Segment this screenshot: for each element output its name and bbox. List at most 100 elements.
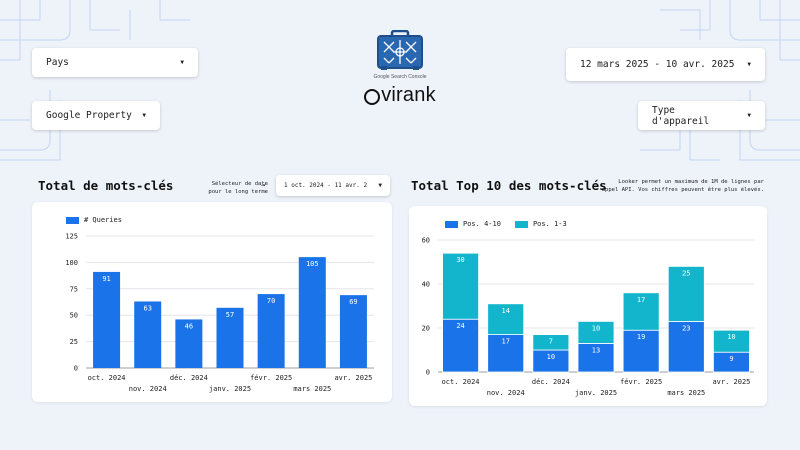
bar[interactable] xyxy=(532,334,570,351)
chevron-down-icon: ▼ xyxy=(747,112,751,119)
date-hint-line-2: pour le long terme xyxy=(208,189,268,195)
bar[interactable] xyxy=(339,295,367,368)
bar[interactable] xyxy=(93,271,121,368)
x-tick-label: janv. 2025 xyxy=(209,385,251,393)
bar[interactable] xyxy=(667,266,705,322)
long-term-date-label: 1 oct. 2024 - 11 avr. 2 xyxy=(284,182,368,189)
legend-label: Pos. 4-10 xyxy=(463,220,501,228)
briefcase-icon xyxy=(377,30,423,70)
x-tick-label: déc. 2024 xyxy=(532,378,570,386)
bar[interactable] xyxy=(622,292,660,331)
y-tick-label: 0 xyxy=(74,365,78,373)
bar[interactable] xyxy=(134,301,162,368)
data-label: 70 xyxy=(267,297,275,305)
date-range-label: 12 mars 2025 - 10 avr. 2025 xyxy=(580,59,735,70)
chevron-down-icon: ▼ xyxy=(180,59,184,66)
chevron-down-icon: ▼ xyxy=(747,61,751,68)
legend-swatch xyxy=(66,216,79,224)
x-tick-label: oct. 2024 xyxy=(442,378,480,386)
device-type-dropdown[interactable]: Type d'appareil ▼ xyxy=(638,101,765,130)
y-tick-label: 125 xyxy=(65,233,78,241)
x-tick-label: janv. 2025 xyxy=(575,389,617,397)
data-label: 23 xyxy=(682,324,690,332)
x-tick-label: oct. 2024 xyxy=(88,374,126,382)
data-label: 30 xyxy=(456,256,464,264)
brand-name: virank xyxy=(340,84,460,107)
brand-text: virank xyxy=(381,84,436,106)
x-tick-label: avr. 2025 xyxy=(334,374,372,382)
header-logo: Google Search Console virank xyxy=(340,30,460,107)
queries-bar-chart: 0 25 50 75 100 125 91 oct. 2024 63 nov. 2024 46 déc… xyxy=(65,233,374,393)
y-tick-label: 0 xyxy=(426,369,430,377)
bar[interactable] xyxy=(622,329,660,373)
device-type-label: Type d'appareil xyxy=(652,104,710,127)
y-tick-label: 75 xyxy=(70,285,78,293)
x-tick-label: mars 2025 xyxy=(667,389,705,397)
x-tick-label: févr. 2025 xyxy=(250,374,292,382)
data-label: 25 xyxy=(682,269,690,277)
y-tick-label: 50 xyxy=(70,312,78,320)
top10-chart-card: Pos. 4-10 Pos. 1-3 0 20 40 60 24 30 oct. 2024 17… xyxy=(409,206,767,406)
data-label: 14 xyxy=(501,307,509,315)
y-tick-label: 40 xyxy=(422,281,430,289)
data-label: 10 xyxy=(592,324,600,332)
date-selector-hint: Sélecteur de date pour le long terme xyxy=(186,180,268,196)
x-tick-label: avr. 2025 xyxy=(712,378,750,386)
section-title-total-keywords: Total de mots-clés xyxy=(38,178,174,193)
logo-caption: Google Search Console xyxy=(373,74,427,80)
chart-legend: # Queries xyxy=(66,216,136,224)
date-range-picker[interactable]: 12 mars 2025 - 10 avr. 2025 ▼ xyxy=(566,48,765,81)
legend-item[interactable]: # Queries xyxy=(66,216,122,224)
long-term-date-picker[interactable]: 1 oct. 2024 - 11 avr. 2 ▼ xyxy=(276,175,390,196)
api-limit-note: Looker permet un maximum de 1M de lignes… xyxy=(588,178,764,194)
y-tick-label: 60 xyxy=(422,237,430,245)
bar[interactable] xyxy=(713,329,750,353)
brand-o-icon xyxy=(364,88,381,105)
queries-chart-card: # Queries 0 25 50 75 100 125 91 oct. 2024 63 nov.… xyxy=(32,202,392,402)
top10-stacked-bar-chart: 0 20 40 60 24 30 oct. 2024 17 14 nov. 2024 10 7 déc.… xyxy=(422,237,754,397)
bar[interactable] xyxy=(667,321,705,373)
x-tick-label: mars 2025 xyxy=(293,385,331,393)
data-label: 19 xyxy=(637,333,645,341)
chevron-down-icon: ▼ xyxy=(142,112,146,119)
date-hint-line-1: Sélecteur de date xyxy=(211,181,268,187)
arrow-right-icon: → xyxy=(261,181,266,189)
data-label: 17 xyxy=(637,296,645,304)
property-dropdown[interactable]: Google Property ▼ xyxy=(32,101,160,130)
data-label: 105 xyxy=(306,260,319,268)
data-label: 10 xyxy=(727,333,735,341)
country-dropdown-label: Pays xyxy=(46,57,69,68)
bar[interactable] xyxy=(442,252,479,320)
x-tick-label: nov. 2024 xyxy=(129,385,167,393)
bar[interactable] xyxy=(577,342,615,373)
data-label: 10 xyxy=(547,353,555,361)
legend-item[interactable]: Pos. 4-10 xyxy=(445,220,501,228)
legend-swatch xyxy=(514,220,528,228)
legend-item[interactable]: Pos. 1-3 xyxy=(514,220,567,228)
data-label: 69 xyxy=(349,298,357,306)
bar[interactable] xyxy=(175,319,203,368)
data-label: 63 xyxy=(143,304,151,312)
bar[interactable] xyxy=(216,307,244,368)
api-note-line-2: appel API. Vos chiffres peuvent être plu… xyxy=(601,187,764,193)
bar[interactable] xyxy=(298,257,326,368)
data-label: 7 xyxy=(549,338,553,346)
x-tick-label: nov. 2024 xyxy=(487,389,525,397)
bar[interactable] xyxy=(487,303,525,336)
bar[interactable] xyxy=(577,321,615,344)
data-label: 9 xyxy=(729,355,733,363)
country-dropdown[interactable]: Pays ▼ xyxy=(32,48,198,77)
data-label: 13 xyxy=(592,346,600,354)
data-label: 91 xyxy=(102,275,110,283)
api-note-line-1: Looker permet un maximum de 1M de lignes… xyxy=(618,179,764,185)
data-label: 46 xyxy=(185,322,193,330)
legend-swatch xyxy=(445,220,458,228)
legend-label: # Queries xyxy=(84,216,122,224)
data-label: 24 xyxy=(456,322,464,330)
x-tick-label: févr. 2025 xyxy=(620,378,662,386)
property-dropdown-label: Google Property xyxy=(46,110,132,121)
y-tick-label: 100 xyxy=(65,259,78,267)
chevron-down-icon: ▼ xyxy=(378,182,382,189)
bar[interactable] xyxy=(487,334,525,373)
bar[interactable] xyxy=(257,294,285,368)
